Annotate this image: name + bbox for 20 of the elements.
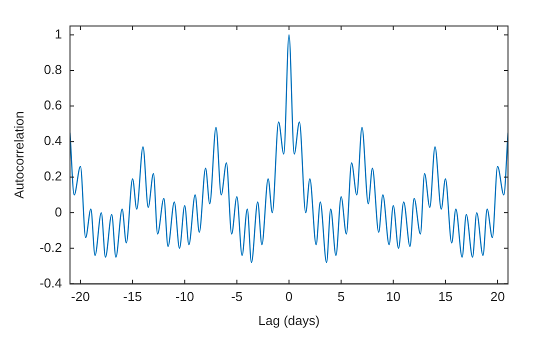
- y-tick-label: 1: [54, 26, 62, 42]
- x-tick-label: 10: [386, 289, 401, 304]
- y-tick-label: -0.4: [40, 275, 62, 290]
- y-tick-label: 0: [54, 204, 62, 220]
- x-tick-label: 15: [438, 289, 453, 304]
- y-tick-label: 0.8: [44, 62, 62, 78]
- x-axis-title: Lag (days): [258, 312, 320, 328]
- y-tick-label: 0.4: [44, 133, 62, 148]
- x-tick-label: -10: [175, 289, 194, 304]
- y-tick-label: 0.2: [44, 168, 62, 184]
- line-series: [70, 34, 508, 264]
- x-tick-label: 20: [490, 289, 505, 304]
- y-tick-label: -0.2: [40, 240, 62, 255]
- x-tick-label: -15: [123, 289, 142, 304]
- x-tick-label: -5: [231, 289, 243, 304]
- y-tick-label: 0.6: [44, 98, 62, 113]
- x-tick-label: 0: [285, 289, 293, 304]
- x-tick-label: -20: [71, 289, 90, 304]
- x-tick-label: 5: [338, 289, 345, 304]
- y-axis-title: Autocorrelation: [11, 111, 26, 199]
